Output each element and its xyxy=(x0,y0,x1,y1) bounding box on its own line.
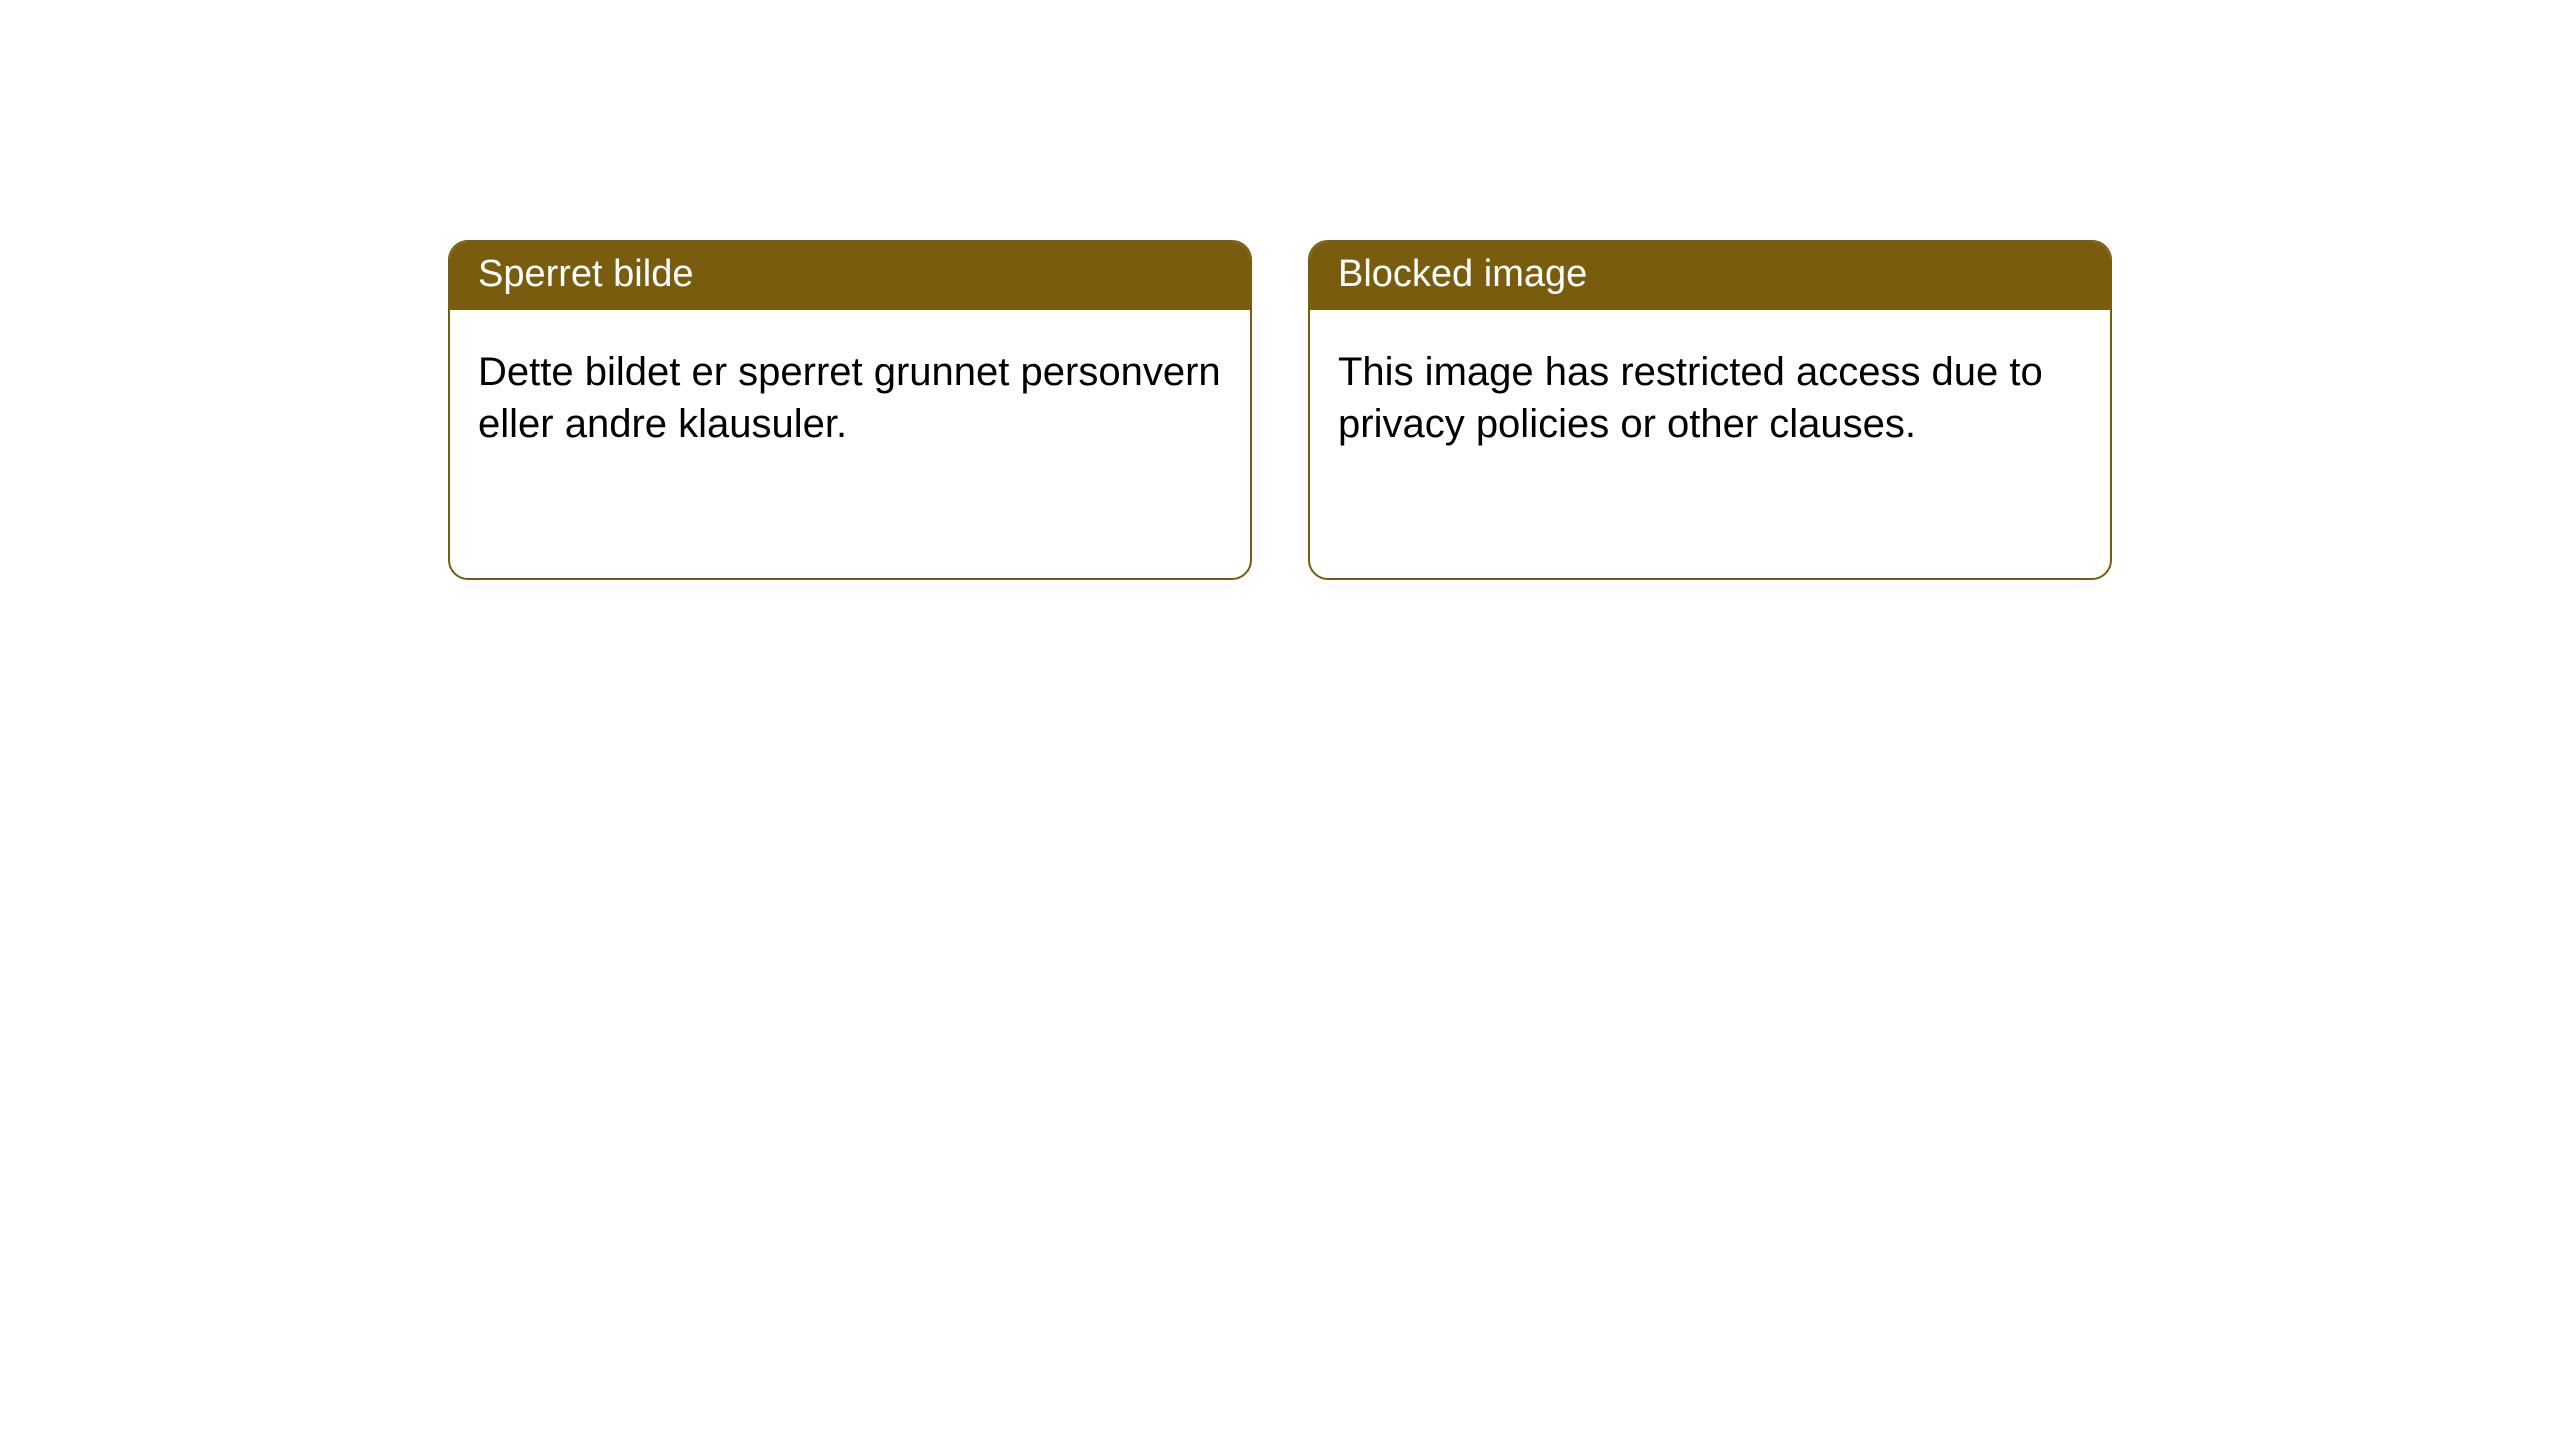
notice-title-norwegian: Sperret bilde xyxy=(450,242,1250,310)
notice-card-norwegian: Sperret bilde Dette bildet er sperret gr… xyxy=(448,240,1252,580)
notice-title-english: Blocked image xyxy=(1310,242,2110,310)
notice-container: Sperret bilde Dette bildet er sperret gr… xyxy=(0,0,2560,580)
notice-card-english: Blocked image This image has restricted … xyxy=(1308,240,2112,580)
notice-body-norwegian: Dette bildet er sperret grunnet personve… xyxy=(450,310,1250,578)
notice-body-english: This image has restricted access due to … xyxy=(1310,310,2110,578)
